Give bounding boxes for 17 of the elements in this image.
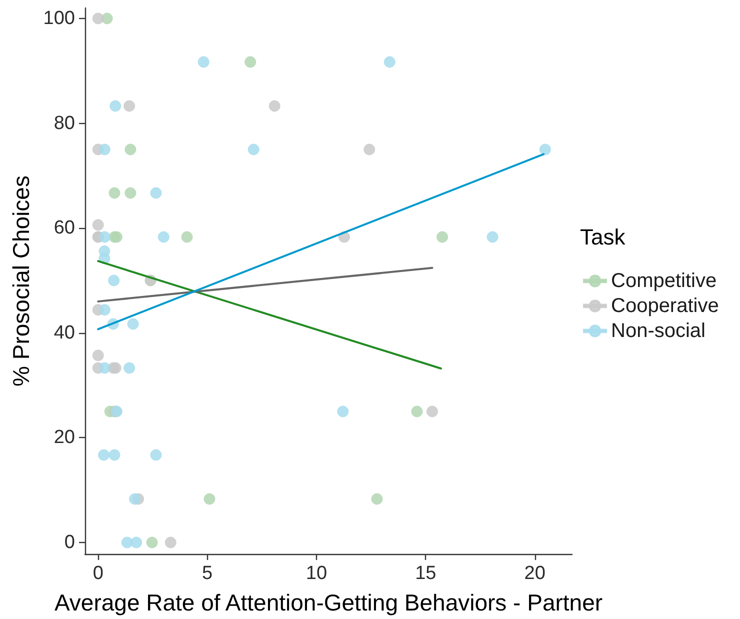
y-tick-label: 100	[43, 8, 75, 29]
legend-title: Task	[580, 224, 626, 250]
y-tick-label: 20	[54, 427, 75, 448]
x-tick-label: 15	[415, 563, 436, 584]
legend-label: Cooperative	[611, 295, 719, 317]
x-tick-label: 10	[306, 563, 328, 584]
legend-label: Non-social	[611, 320, 706, 342]
legend-label: Competitive	[611, 270, 717, 292]
y-tick-label: 60	[54, 218, 75, 239]
y-tick-label: 0	[64, 532, 75, 553]
x-tick-label: 20	[524, 563, 546, 584]
x-tick-label: 5	[202, 563, 213, 584]
y-tick-label: 40	[54, 322, 75, 344]
x-tick-label: 0	[92, 563, 104, 584]
y-axis-title: % Prosocial Choices	[8, 176, 34, 386]
y-tick-label: 80	[54, 112, 75, 134]
x-axis-title: Average Rate of Attention-Getting Behaviors - Partner	[54, 590, 603, 616]
